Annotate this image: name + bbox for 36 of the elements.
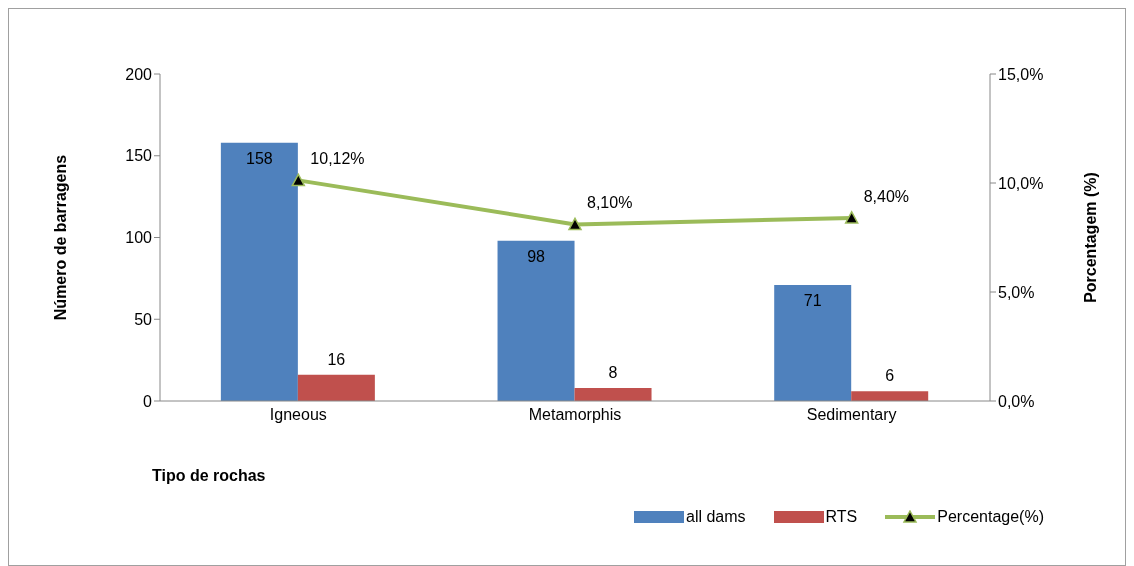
point (844, 211, 859, 224)
data-label: 158 (246, 150, 273, 168)
x-tick-label: Igneous (269, 406, 327, 424)
bar (574, 387, 652, 401)
y2-tick-label: 5,0% (998, 283, 1035, 301)
y2-tick-label: 15,0% (998, 65, 1044, 83)
y-tick-label: 50 (134, 310, 153, 328)
y2-axis-title: Porcentagem (%) (1081, 172, 1099, 303)
y-tick-label: 0 (143, 392, 153, 410)
data-label: 8,40% (863, 187, 910, 205)
legend-label: RTS (825, 508, 858, 526)
point (568, 217, 582, 231)
legend-label: Percentage(%) (937, 508, 1044, 526)
y-axis-title: Número de barragens (51, 154, 69, 321)
data-label: 8,10% (587, 194, 633, 212)
y2-tick-label: 10,0% (998, 174, 1044, 192)
data-label: 8 (608, 363, 618, 381)
data-label: 6 (885, 367, 895, 385)
x-tick-label: Metamorphis (528, 406, 622, 424)
bar (774, 284, 852, 401)
bar (297, 374, 375, 401)
y-tick-label: 200 (125, 65, 153, 83)
bar (851, 391, 929, 401)
point (291, 173, 306, 187)
data-label: 16 (327, 350, 346, 368)
x-axis-title: Tipo de rochas (152, 467, 266, 484)
y-tick-label: 150 (125, 147, 153, 165)
y2-tick-label: 0,0% (998, 392, 1035, 410)
y-tick-label: 100 (125, 229, 153, 247)
legend-label: all dams (685, 508, 746, 526)
data-label: 71 (803, 292, 822, 310)
data-label: 98 (527, 248, 546, 266)
x-tick-label: Sedimentary (806, 406, 897, 424)
data-label: 10,12% (310, 150, 365, 168)
bar (220, 142, 298, 401)
bar (497, 240, 575, 401)
